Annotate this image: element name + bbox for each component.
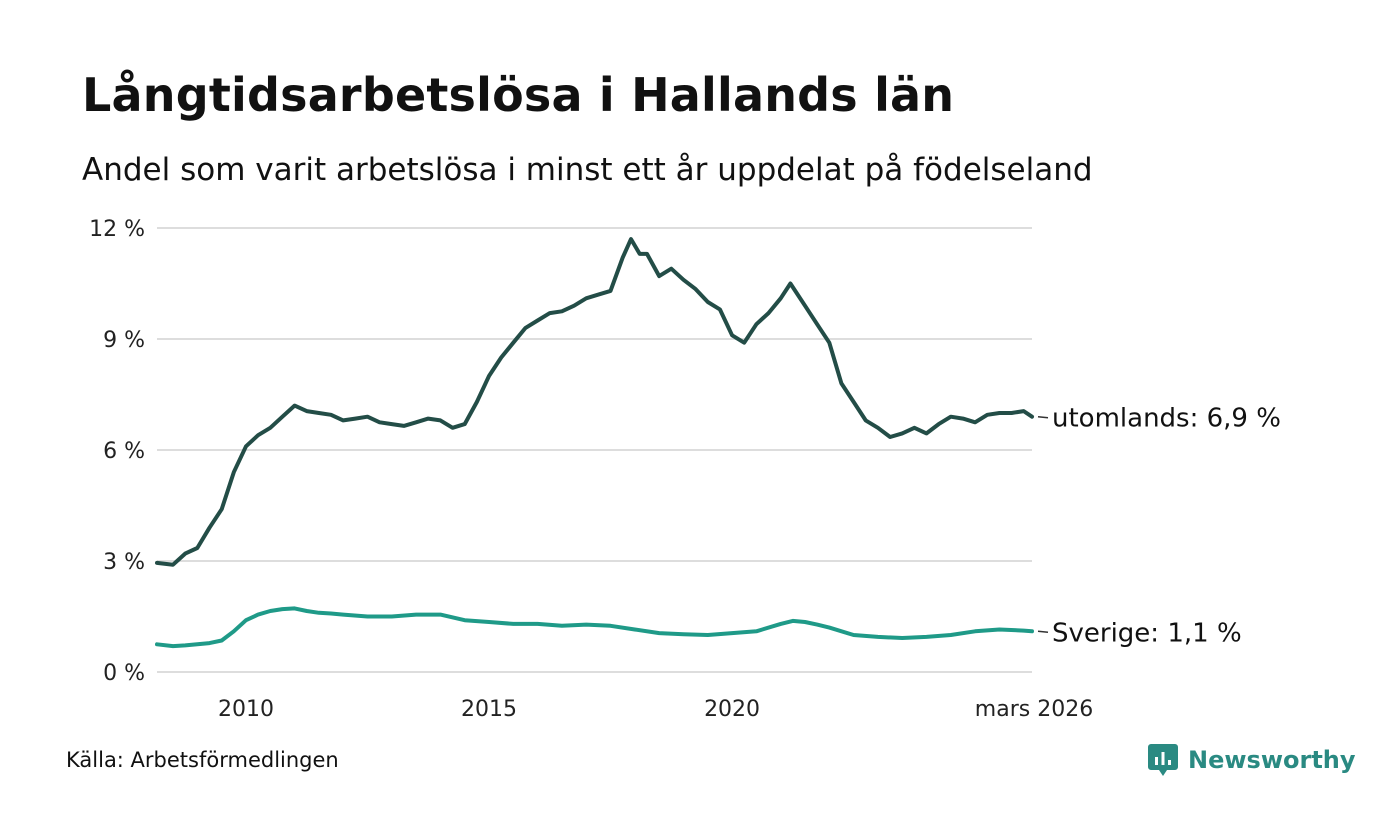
y-tick-label: 6 % [103,439,145,464]
y-tick-label: 0 % [103,661,145,686]
x-axis-ticks: 2010 2015 2020 mars 2026 [218,697,1093,722]
y-tick-label: 3 % [103,550,145,575]
y-tick-label: 12 % [89,217,145,242]
x-tick-label: 2010 [218,697,274,722]
series-end-label-Sverige: Sverige: 1,1 % [1052,618,1242,648]
y-tick-label: 9 % [103,328,145,353]
y-axis-ticks: 0 % 3 % 6 % 9 % 12 % [89,217,145,686]
gridlines [157,227,1032,673]
brand-logo: Newsworthy [1148,742,1356,778]
series-end-labels: utomlands: 6,9 % Sverige: 1,1 % [1037,404,1281,648]
series-line-utomlands [155,237,1034,567]
chart-subtitle: Andel som varit arbetslösa i minst ett å… [82,152,1093,188]
series-end-label-utomlands: utomlands: 6,9 % [1052,404,1281,434]
source-note: Källa: Arbetsförmedlingen [66,748,339,772]
chart-title: Långtidsarbetslösa i Hallands län [82,68,955,122]
label-leader-Sverige [1037,630,1049,634]
x-tick-label: 2015 [461,697,517,722]
series-line-Sverige [155,606,1034,649]
x-tick-label: 2020 [704,697,760,722]
newsworthy-logo-icon [1148,744,1178,776]
brand-name: Newsworthy [1188,746,1356,774]
series-lines [155,237,1034,649]
label-leader-utomlands [1037,415,1049,419]
x-tick-label: mars 2026 [975,697,1093,722]
